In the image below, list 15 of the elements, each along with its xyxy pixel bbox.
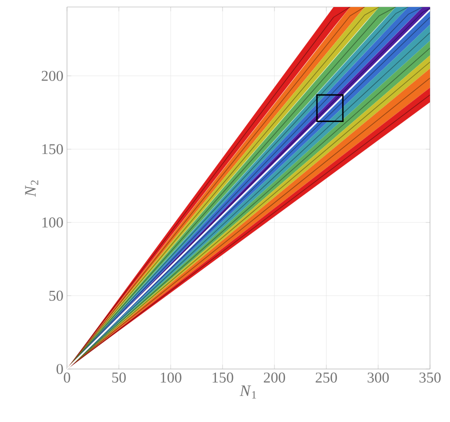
y-tick-label: 0 xyxy=(56,364,63,374)
x-tick-label: 150 xyxy=(212,372,234,383)
y-tick-label: 150 xyxy=(42,144,63,154)
x-tick-label: 200 xyxy=(264,372,286,383)
x-axis-title: N$_{1}$ xyxy=(240,385,256,398)
y-tick-label: 100 xyxy=(42,217,63,228)
x-tick-label: 0 xyxy=(64,372,70,383)
x-tick-label: 350 xyxy=(420,372,441,383)
y-tick-label: 200 xyxy=(42,70,63,81)
x-tick-label: 300 xyxy=(368,372,389,383)
x-tick-label: 250 xyxy=(316,372,337,383)
y-axis-title: N$_{2}$ xyxy=(25,180,38,197)
x-tick-label: 50 xyxy=(112,372,126,383)
x-tick-label: 100 xyxy=(160,372,182,383)
y-tick-label: 50 xyxy=(49,290,63,301)
